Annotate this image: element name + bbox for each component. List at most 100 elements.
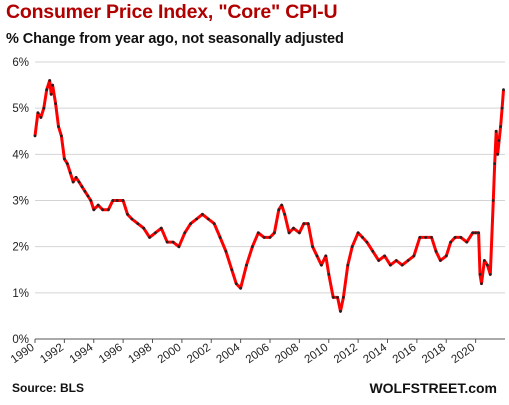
data-point (83, 189, 87, 193)
data-point (477, 231, 480, 235)
data-point (342, 296, 345, 299)
data-point (439, 259, 442, 262)
y-axis-ticks: 0% 1% 2% 3% 4% 5% 6% (12, 57, 29, 346)
data-point (189, 222, 193, 226)
x-tick-label: 2008 (273, 342, 301, 367)
data-point (57, 125, 60, 128)
data-point (251, 245, 254, 249)
data-point (183, 231, 187, 235)
x-tick-label: 2012 (332, 342, 360, 367)
data-point (42, 106, 46, 110)
x-tick-label: 1996 (97, 342, 125, 367)
data-point (412, 254, 416, 258)
x-tick-label: 2010 (303, 342, 331, 367)
data-point (51, 83, 54, 87)
x-tick-label: 2016 (391, 342, 419, 367)
x-tick-label: 1998 (126, 342, 154, 367)
data-point (502, 88, 505, 92)
data-point (92, 208, 96, 212)
x-tick-label: 2014 (361, 341, 389, 366)
x-tick-label: 2006 (244, 342, 272, 367)
data-point (327, 273, 331, 276)
data-point (48, 79, 52, 82)
x-axis-ticks: 1990 1992 1994 1996 1998 2000 2002 2004 2006 2008… (9, 339, 477, 366)
data-point (101, 208, 104, 212)
data-point (218, 236, 222, 239)
data-point (165, 240, 169, 244)
data-point (377, 259, 381, 262)
data-point (453, 236, 457, 239)
data-point (171, 240, 175, 244)
data-point (77, 180, 81, 184)
data-point (406, 259, 410, 262)
data-point (394, 259, 398, 262)
y-tick-label: 5% (12, 103, 29, 115)
data-point (311, 245, 314, 249)
data-point (107, 208, 110, 212)
data-point (449, 240, 453, 244)
data-point (496, 152, 500, 156)
data-point (201, 212, 204, 216)
data-point (45, 88, 49, 92)
data-point (400, 263, 404, 267)
x-tick-label: 2020 (449, 342, 477, 367)
data-point (434, 249, 438, 253)
data-points (33, 79, 505, 313)
data-point (111, 199, 115, 202)
x-tick-label: 2004 (214, 341, 242, 366)
data-point (365, 240, 369, 244)
data-point (287, 231, 291, 235)
data-point (494, 129, 498, 133)
data-point (444, 254, 448, 258)
x-tick-label: 1994 (68, 341, 96, 366)
data-point (486, 263, 489, 267)
data-point (224, 249, 228, 253)
data-point (465, 240, 469, 244)
data-point (148, 236, 152, 239)
data-point (336, 296, 339, 299)
data-point (130, 217, 134, 221)
data-point (159, 226, 163, 230)
data-point (483, 259, 486, 262)
x-tick-label: 2000 (156, 342, 184, 367)
data-point (177, 245, 181, 249)
data-point (339, 309, 342, 313)
data-point (206, 217, 210, 221)
data-point (331, 296, 335, 299)
data-point (302, 222, 306, 226)
data-point (315, 254, 319, 258)
data-point (121, 199, 125, 202)
data-point (245, 263, 248, 267)
data-point (277, 208, 281, 212)
data-point (292, 226, 295, 230)
data-point (371, 249, 375, 253)
data-point (418, 236, 422, 239)
data-point (230, 268, 234, 272)
data-point (499, 125, 502, 128)
chart-title: Consumer Price Index, "Core" CPI-U (6, 1, 338, 23)
data-point (361, 236, 364, 239)
data-point (74, 176, 78, 179)
brand-credit: WOLFSTREET.com (369, 380, 497, 396)
data-point (346, 263, 350, 267)
y-tick-label: 2% (12, 242, 29, 254)
data-point (424, 236, 428, 239)
data-point (480, 282, 483, 285)
data-point (488, 273, 492, 276)
y-tick-label: 3% (12, 196, 29, 208)
data-point (273, 231, 276, 235)
data-point (65, 162, 69, 166)
data-point (459, 236, 463, 239)
data-point (493, 162, 497, 166)
data-point (39, 116, 43, 119)
data-point (324, 254, 328, 258)
series-line-core-cpi (33, 79, 505, 313)
x-tick-label: 2018 (420, 342, 448, 367)
data-point (60, 134, 63, 138)
data-point (471, 231, 475, 235)
data-point (298, 231, 301, 235)
data-point (497, 139, 501, 142)
y-tick-label: 6% (12, 57, 29, 69)
data-point (500, 106, 504, 110)
data-point (89, 199, 93, 202)
